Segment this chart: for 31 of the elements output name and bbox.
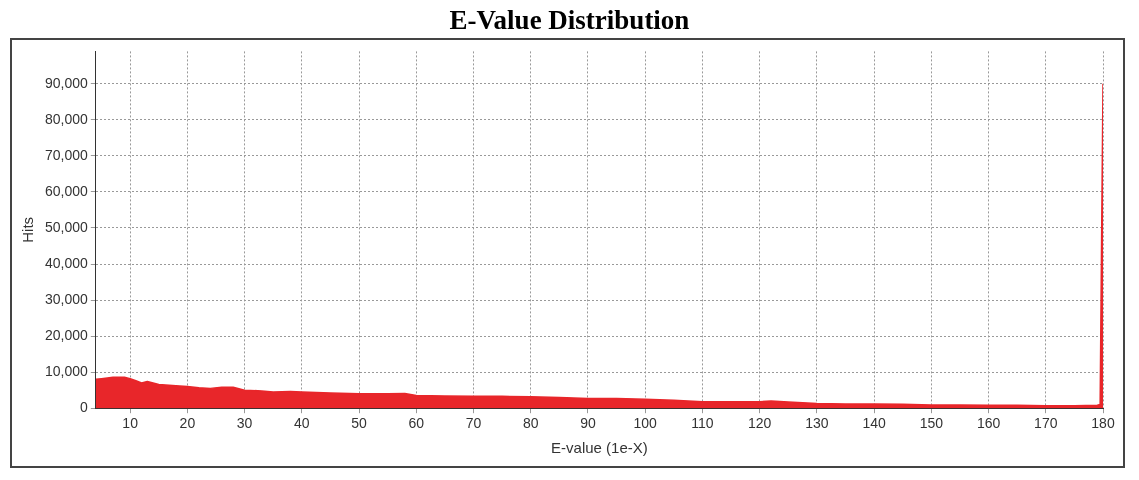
x-tick-label: 130 <box>805 415 829 432</box>
x-tick-label: 170 <box>1034 415 1058 432</box>
y-tick-label: 0 <box>80 399 89 416</box>
x-tick-label: 110 <box>691 415 714 432</box>
x-tick-label: 40 <box>294 415 310 432</box>
y-tick-label: 50,000 <box>44 218 89 235</box>
x-tick-label: 20 <box>179 415 196 432</box>
y-tick-label: 90,000 <box>44 74 89 91</box>
y-tick-label: 70,000 <box>44 146 89 163</box>
x-tick-label: 70 <box>465 415 482 432</box>
x-tick-label: 150 <box>919 415 944 432</box>
y-tick-label: 60,000 <box>44 182 89 199</box>
x-tick-label: 10 <box>122 415 139 432</box>
chart-title: E-Value Distribution <box>448 4 691 37</box>
x-tick-label: 160 <box>976 415 1001 432</box>
x-tick-label: 120 <box>747 415 772 432</box>
x-tick-label: 80 <box>522 415 539 432</box>
x-tick-label: 180 <box>1091 415 1115 432</box>
x-tick-label: 90 <box>580 415 596 432</box>
y-axis-title: Hits <box>19 216 37 243</box>
x-tick-label: 100 <box>633 415 658 432</box>
y-tick-label: 20,000 <box>44 326 89 343</box>
y-tick-label: 30,000 <box>44 290 89 307</box>
y-tick-label: 40,000 <box>44 254 89 271</box>
x-axis-title: E-value (1e-X) <box>551 439 648 457</box>
x-tick-label: 30 <box>236 415 253 432</box>
y-tick-label: 80,000 <box>44 110 89 127</box>
x-tick-label: 140 <box>862 415 886 432</box>
x-tick-label: 60 <box>408 415 425 432</box>
y-tick-label: 10,000 <box>44 363 89 380</box>
x-tick-label: 50 <box>351 415 368 432</box>
